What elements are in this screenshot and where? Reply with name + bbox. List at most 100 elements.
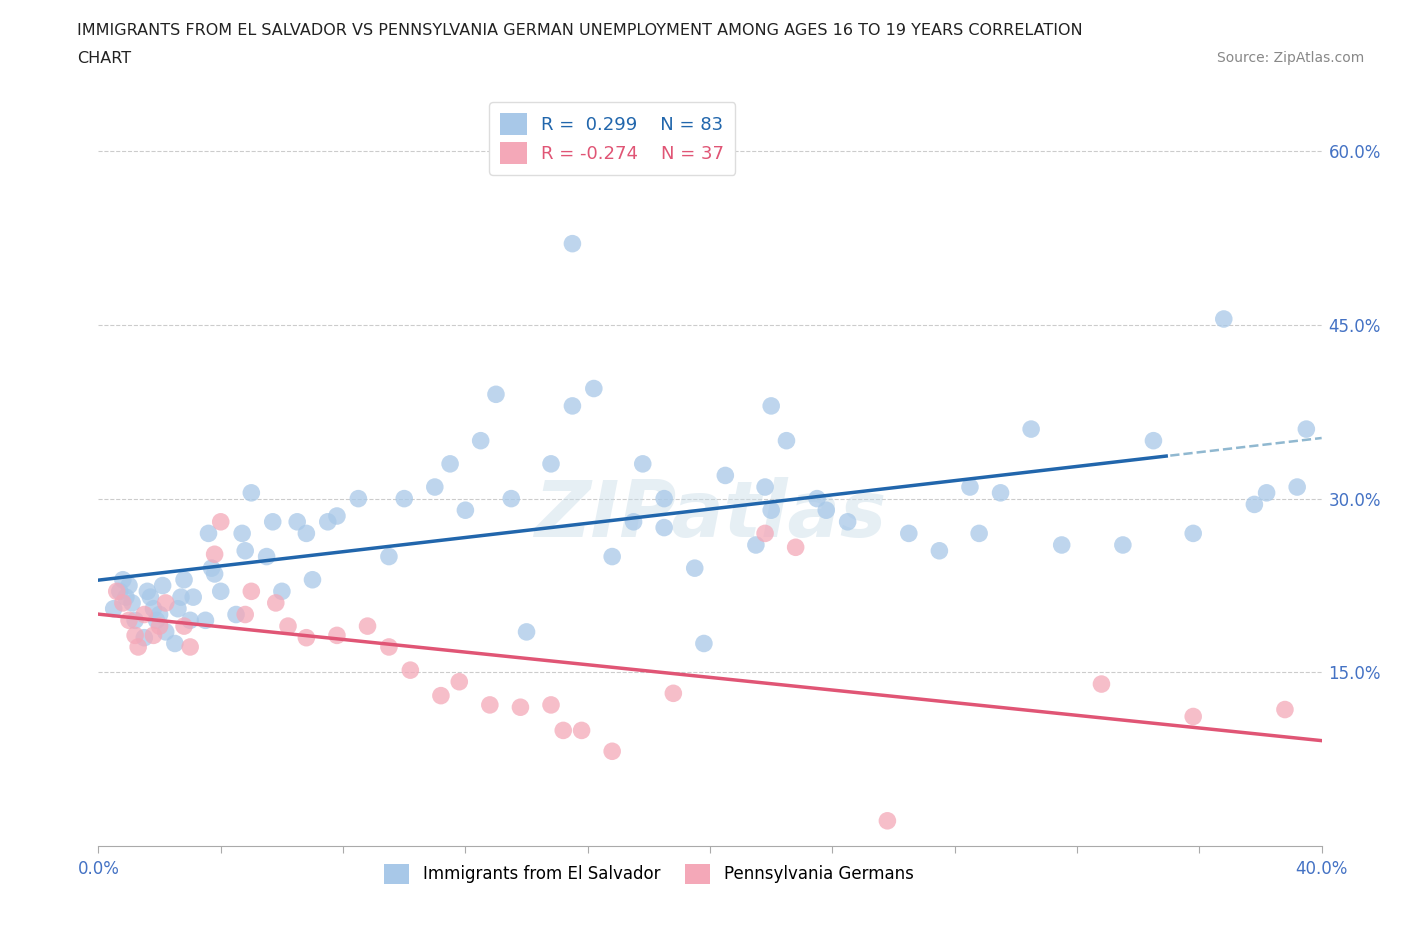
Point [1090, 677, 1112, 692]
Text: IMMIGRANTS FROM EL SALVADOR VS PENNSYLVANIA GERMAN UNEMPLOYMENT AMONG AGES 16 TO: IMMIGRANTS FROM EL SALVADOR VS PENNSYLVA… [77, 23, 1083, 38]
Point [197, 526, 219, 541]
Point [225, 607, 247, 622]
Point [163, 636, 186, 651]
Point [134, 607, 156, 622]
Point [571, 723, 593, 737]
Point [470, 433, 492, 448]
Point [399, 663, 422, 678]
Point [1286, 480, 1309, 495]
Point [754, 526, 776, 541]
Point [152, 578, 174, 593]
Point [806, 491, 828, 506]
Point [1182, 709, 1205, 724]
Point [631, 457, 654, 472]
Point [356, 618, 378, 633]
Text: ZIPatlas: ZIPatlas [534, 477, 886, 552]
Point [485, 387, 508, 402]
Point [240, 584, 263, 599]
Point [623, 514, 645, 529]
Point [439, 457, 461, 472]
Point [316, 514, 339, 529]
Point [1182, 526, 1205, 541]
Point [600, 744, 623, 759]
Point [240, 485, 263, 500]
Point [181, 590, 204, 604]
Point [1243, 497, 1265, 512]
Point [754, 480, 776, 495]
Point [121, 595, 143, 610]
Point [204, 566, 226, 581]
Point [111, 572, 134, 587]
Point [256, 549, 278, 564]
Y-axis label: Unemployment Among Ages 16 to 19 years: Unemployment Among Ages 16 to 19 years [0, 302, 7, 637]
Point [155, 624, 177, 639]
Point [959, 480, 981, 495]
Point [209, 584, 232, 599]
Point [277, 618, 299, 633]
Point [990, 485, 1012, 500]
Point [200, 561, 222, 576]
Point [142, 628, 165, 643]
Point [423, 480, 446, 495]
Point [392, 491, 416, 506]
Point [149, 607, 172, 622]
Point [326, 509, 349, 524]
Point [194, 613, 217, 628]
Point [693, 636, 716, 651]
Point [652, 520, 675, 535]
Point [815, 503, 838, 518]
Point [118, 578, 141, 593]
Point [134, 631, 156, 645]
Point [179, 640, 201, 655]
Point [231, 526, 253, 541]
Point [837, 514, 859, 529]
Point [115, 590, 138, 604]
Point [1112, 538, 1135, 552]
Point [662, 686, 685, 701]
Point [1212, 312, 1234, 326]
Point [179, 613, 201, 628]
Point [561, 398, 583, 413]
Point [745, 538, 768, 552]
Point [301, 572, 323, 587]
Point [1050, 538, 1073, 552]
Point [775, 433, 797, 448]
Point [124, 628, 146, 643]
Point [876, 814, 898, 829]
Point [295, 526, 318, 541]
Point [683, 561, 706, 576]
Point [204, 547, 226, 562]
Text: CHART: CHART [77, 51, 131, 66]
Point [347, 491, 370, 506]
Point [118, 613, 141, 628]
Point [1274, 702, 1296, 717]
Legend: Immigrants from El Salvador, Pennsylvania Germans: Immigrants from El Salvador, Pennsylvani… [378, 857, 920, 891]
Point [928, 543, 950, 558]
Point [155, 595, 177, 610]
Point [582, 381, 605, 396]
Point [759, 398, 782, 413]
Point [449, 674, 471, 689]
Point [167, 602, 190, 617]
Point [326, 628, 349, 643]
Point [1019, 421, 1042, 436]
Point [378, 640, 401, 655]
Point [561, 236, 583, 251]
Point [967, 526, 990, 541]
Point [378, 549, 401, 564]
Text: Source: ZipAtlas.com: Source: ZipAtlas.com [1216, 51, 1364, 65]
Point [108, 584, 131, 599]
Point [759, 503, 782, 518]
Point [142, 602, 165, 617]
Point [233, 607, 256, 622]
Point [173, 618, 195, 633]
Point [111, 595, 134, 610]
Point [139, 590, 162, 604]
Point [540, 457, 562, 472]
Point [295, 631, 318, 645]
Point [509, 699, 531, 714]
Point [897, 526, 920, 541]
Point [127, 640, 149, 655]
Point [714, 468, 737, 483]
Point [600, 549, 623, 564]
